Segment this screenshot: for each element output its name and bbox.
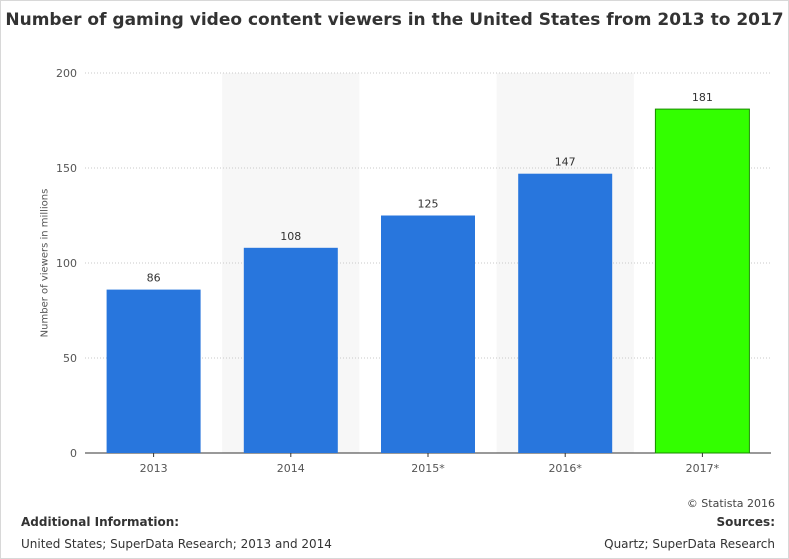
additional-info-heading: Additional Information: (21, 515, 180, 529)
x-tick-label: 2016* (548, 462, 582, 475)
y-tick-label: 200 (56, 67, 77, 80)
bar (381, 215, 475, 453)
y-tick-label: 100 (56, 257, 77, 270)
x-tick-label: 2013 (140, 462, 168, 475)
data-label: 86 (147, 272, 161, 285)
y-axis-label: Number of viewers in millions (39, 188, 51, 338)
bar (243, 247, 338, 453)
data-label: 125 (418, 198, 439, 211)
y-tick-label: 150 (56, 162, 77, 175)
data-label: 181 (692, 91, 713, 104)
chart-title: Number of gaming video content viewers i… (5, 10, 784, 30)
copyright-text: © Statista 2016 (686, 497, 775, 510)
x-tick-label: 2017* (686, 462, 720, 475)
additional-info-text: United States; SuperData Research; 2013 … (21, 537, 332, 551)
x-tick-label: 2014 (277, 462, 305, 475)
y-tick-label: 0 (70, 447, 77, 460)
data-label: 108 (280, 230, 301, 243)
sources-heading: Sources: (716, 515, 775, 529)
bar (106, 289, 201, 453)
bar (654, 108, 750, 454)
x-tick-label: 2015* (411, 462, 445, 475)
data-label: 147 (555, 156, 576, 169)
bar (518, 173, 613, 453)
y-tick-label: 50 (63, 352, 77, 365)
sources-text: Quartz; SuperData Research (604, 537, 775, 551)
